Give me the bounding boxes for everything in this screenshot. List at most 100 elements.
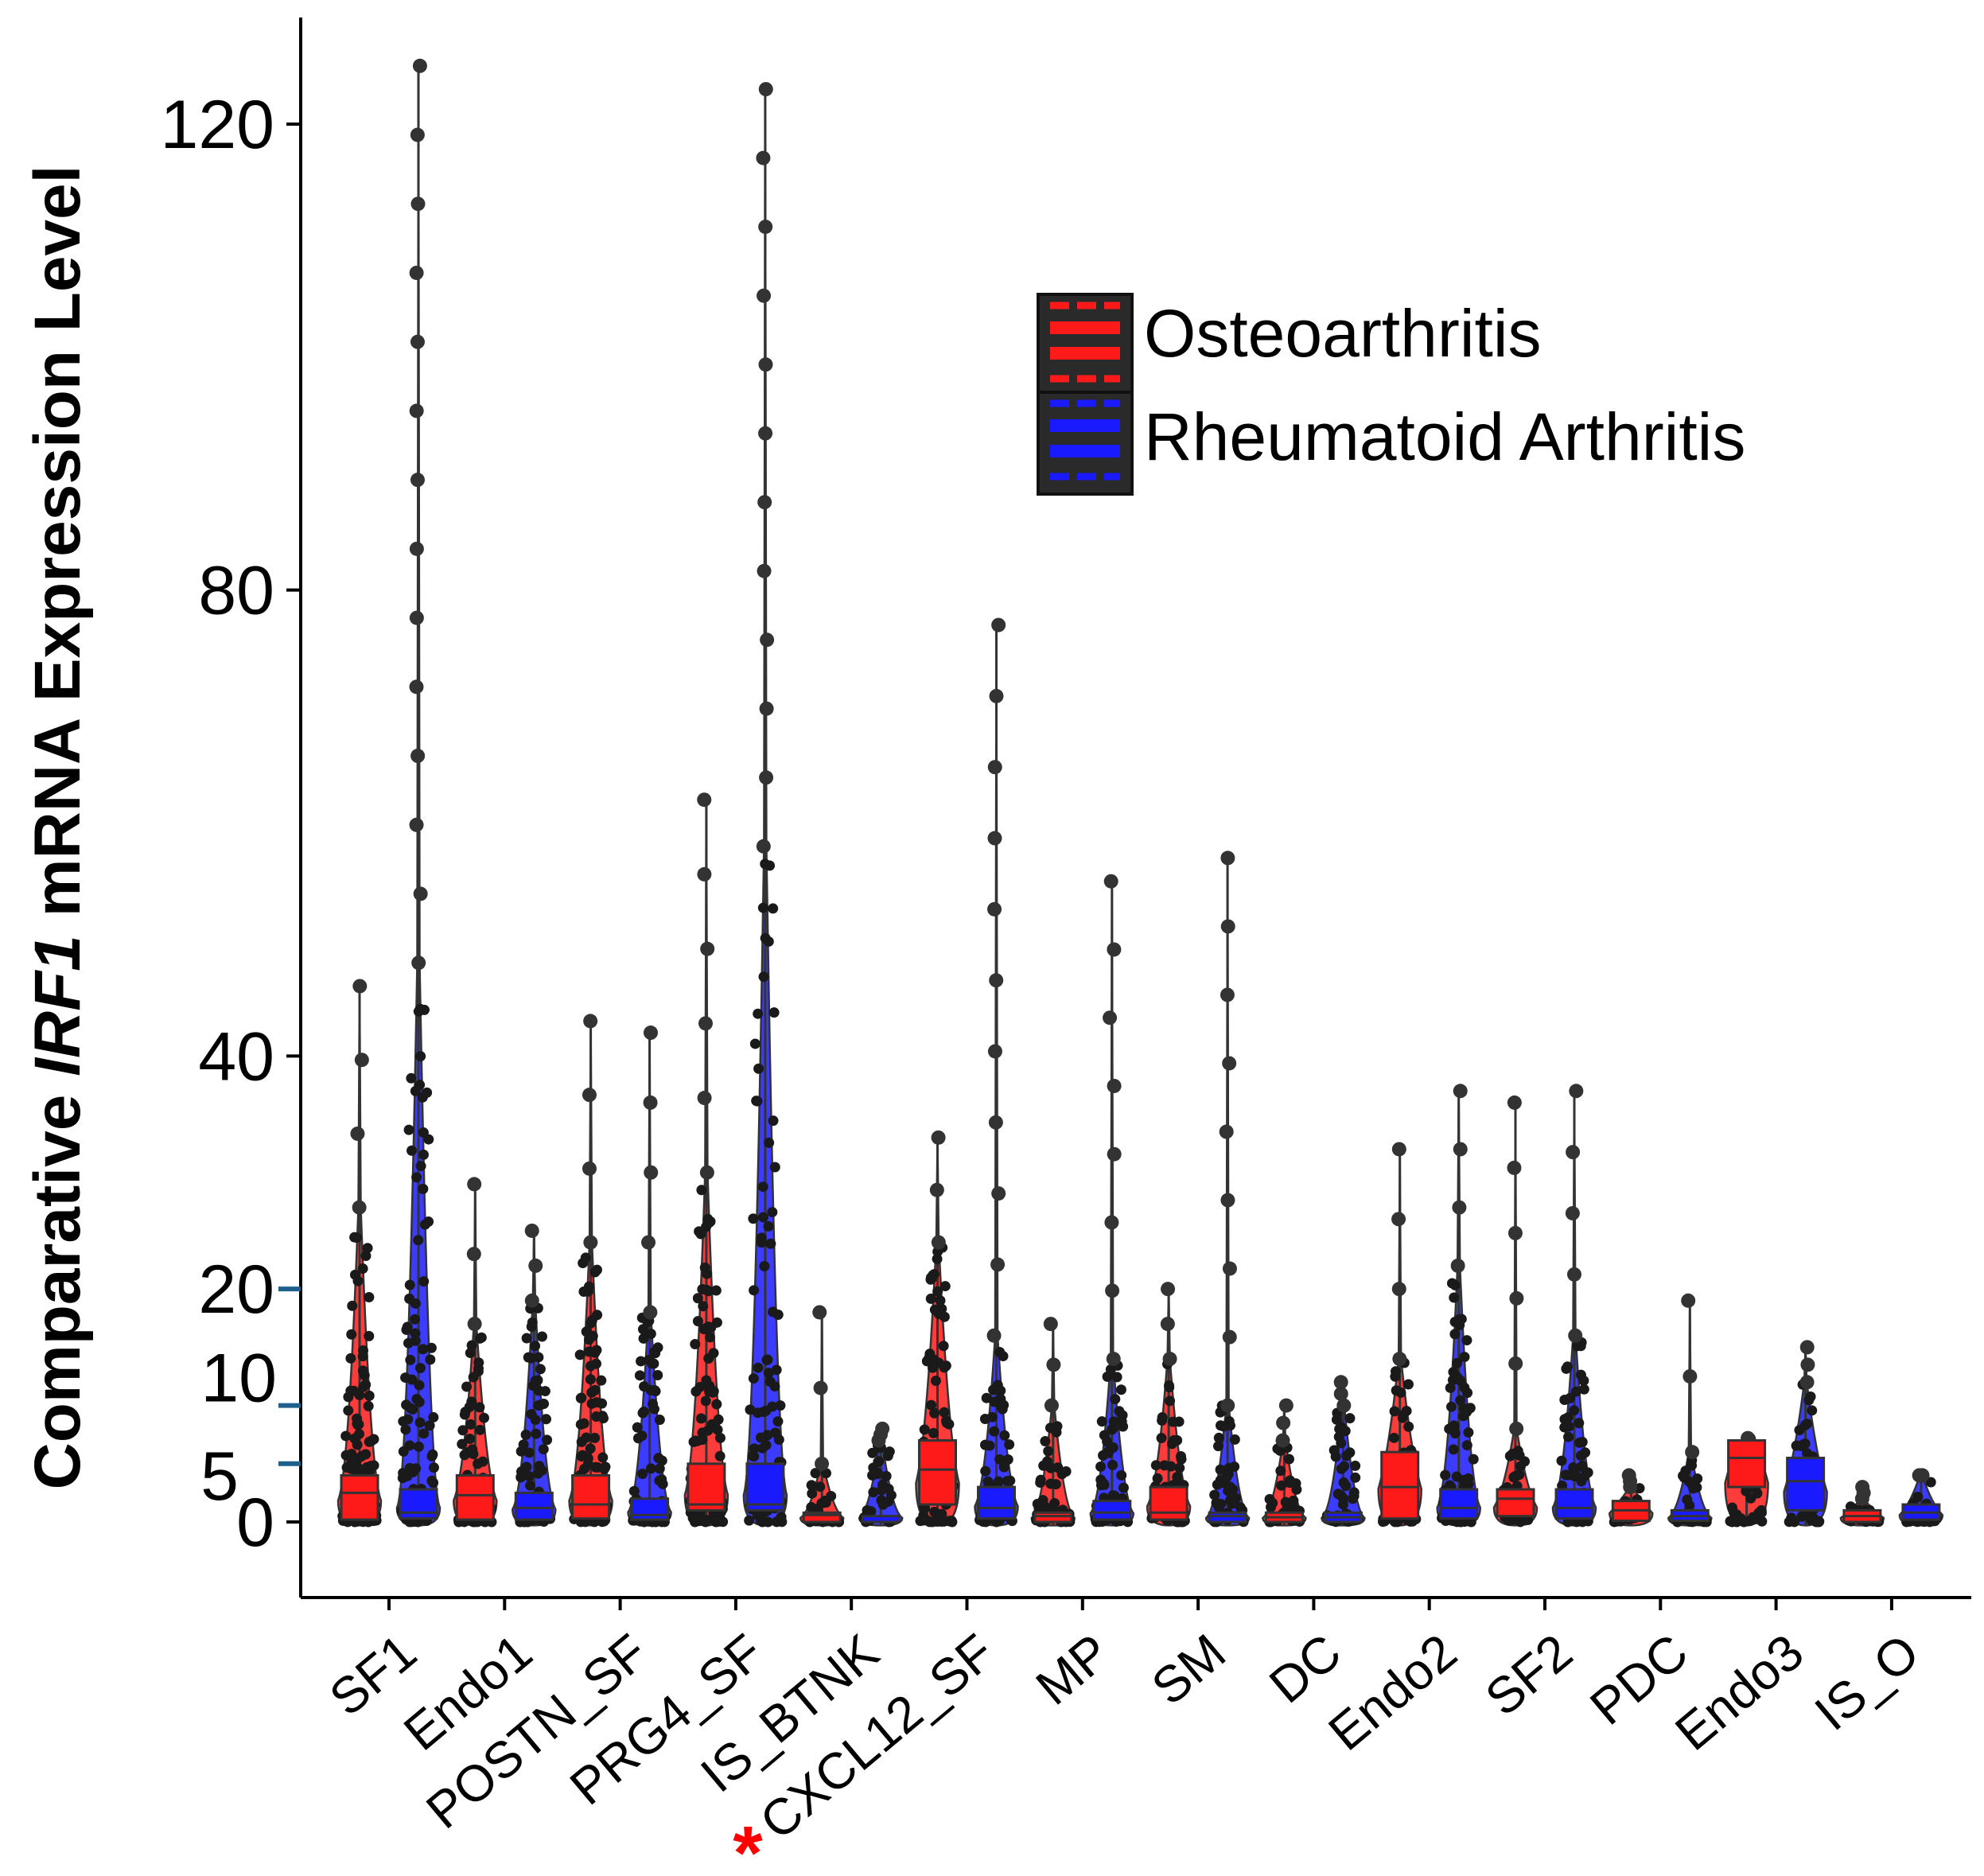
data-point xyxy=(760,858,771,870)
data-point xyxy=(996,1402,1007,1413)
outlier-point xyxy=(524,1223,539,1238)
data-point xyxy=(1461,1335,1472,1346)
data-point xyxy=(752,1096,763,1107)
outlier-point xyxy=(987,831,1002,846)
data-point xyxy=(711,1317,722,1328)
data-point xyxy=(523,1352,534,1363)
outlier-point xyxy=(700,941,715,956)
outlier-point xyxy=(988,1115,1003,1130)
x-tick-label-MP: MP xyxy=(1025,1623,1121,1716)
data-point xyxy=(1215,1475,1226,1486)
violin-MP-osteoarthritis xyxy=(1030,1317,1076,1528)
data-point xyxy=(926,1353,937,1364)
data-point xyxy=(1331,1414,1342,1425)
data-point xyxy=(426,1450,438,1461)
data-point xyxy=(867,1447,878,1458)
data-point xyxy=(1445,1382,1456,1393)
data-point xyxy=(525,1480,536,1491)
data-point xyxy=(1575,1450,1586,1461)
data-point xyxy=(541,1414,552,1425)
data-point xyxy=(759,1260,770,1271)
data-point xyxy=(1403,1421,1414,1432)
data-point xyxy=(352,1439,363,1450)
y-tick-label-5: 5 xyxy=(200,1438,239,1515)
data-point xyxy=(756,1237,767,1248)
box xyxy=(571,1473,611,1520)
data-point xyxy=(771,1364,782,1376)
data-point xyxy=(932,1253,943,1264)
data-point xyxy=(398,1416,409,1427)
data-point xyxy=(1209,1489,1220,1500)
outlier-point xyxy=(582,1161,597,1176)
data-point xyxy=(1563,1431,1574,1442)
violin-CXCL12_SF-osteoarthritis xyxy=(915,1130,960,1528)
outlier-point xyxy=(757,495,772,510)
data-point xyxy=(474,1402,485,1413)
data-point xyxy=(941,1415,952,1426)
outlier-point xyxy=(1333,1375,1348,1390)
outlier-point xyxy=(410,197,426,212)
data-point xyxy=(995,1385,1006,1396)
data-point xyxy=(531,1428,542,1439)
x-tick-label-Endo2: Endo2 xyxy=(1317,1623,1467,1761)
data-point xyxy=(460,1407,471,1418)
data-point xyxy=(1105,1364,1116,1375)
data-point xyxy=(350,1465,361,1476)
outlier-point xyxy=(1106,1352,1121,1367)
data-point xyxy=(748,1373,759,1384)
data-point xyxy=(636,1430,648,1442)
data-point xyxy=(1680,1465,1691,1477)
outlier-point xyxy=(1220,1398,1235,1413)
outlier-point xyxy=(413,886,428,901)
data-point xyxy=(418,1004,430,1015)
x-tick-label-Endo3: Endo3 xyxy=(1664,1623,1814,1761)
data-point xyxy=(749,1443,760,1454)
data-point xyxy=(772,1309,784,1320)
outlier-point xyxy=(758,426,773,441)
data-point xyxy=(645,1328,656,1339)
data-point xyxy=(925,1293,936,1304)
data-point xyxy=(935,1295,946,1306)
data-point xyxy=(410,1314,421,1325)
data-point xyxy=(403,1337,414,1349)
data-point xyxy=(1350,1460,1361,1471)
data-point xyxy=(360,1449,372,1460)
data-point xyxy=(478,1412,489,1423)
data-point xyxy=(1459,1382,1470,1393)
outlier-point xyxy=(986,1328,1002,1343)
data-point xyxy=(1731,1509,1742,1520)
data-point xyxy=(418,1344,429,1355)
data-point xyxy=(1925,1477,1936,1488)
data-point xyxy=(1165,1461,1177,1472)
data-point xyxy=(826,1490,837,1501)
outlier-point xyxy=(989,688,1004,703)
outlier-point xyxy=(1336,1398,1352,1413)
x-tick-label-IS_O: IS_O xyxy=(1804,1623,1930,1742)
violin-SF2-osteoarthritis xyxy=(1492,1095,1539,1528)
data-point xyxy=(1348,1487,1360,1498)
violin-POSTN_SF-osteoarthritis xyxy=(568,1014,613,1528)
data-point xyxy=(592,1310,603,1321)
data-point xyxy=(414,1417,426,1428)
outlier-point xyxy=(1800,1357,1815,1372)
outlier-point xyxy=(409,679,424,695)
outlier-point xyxy=(759,701,774,716)
data-point xyxy=(411,1172,422,1183)
violin-PDC-osteoarthritis xyxy=(1609,1468,1654,1528)
violin-IS_O-osteoarthritis xyxy=(1839,1480,1885,1528)
data-point xyxy=(1099,1430,1110,1441)
data-point xyxy=(523,1470,535,1481)
data-point xyxy=(340,1430,352,1442)
data-point xyxy=(1463,1427,1474,1438)
data-point xyxy=(576,1436,587,1447)
data-point xyxy=(940,1360,951,1372)
data-point xyxy=(696,1185,707,1196)
outlier-point xyxy=(1566,1145,1581,1160)
y-axis-label: Comparative IRF1 mRNA Expression Level xyxy=(21,165,94,1490)
data-point xyxy=(761,1405,772,1416)
data-point xyxy=(1576,1461,1587,1472)
data-point xyxy=(1461,1440,1472,1451)
data-point xyxy=(354,1389,365,1400)
data-point xyxy=(994,1347,1006,1358)
data-point xyxy=(705,1216,716,1227)
